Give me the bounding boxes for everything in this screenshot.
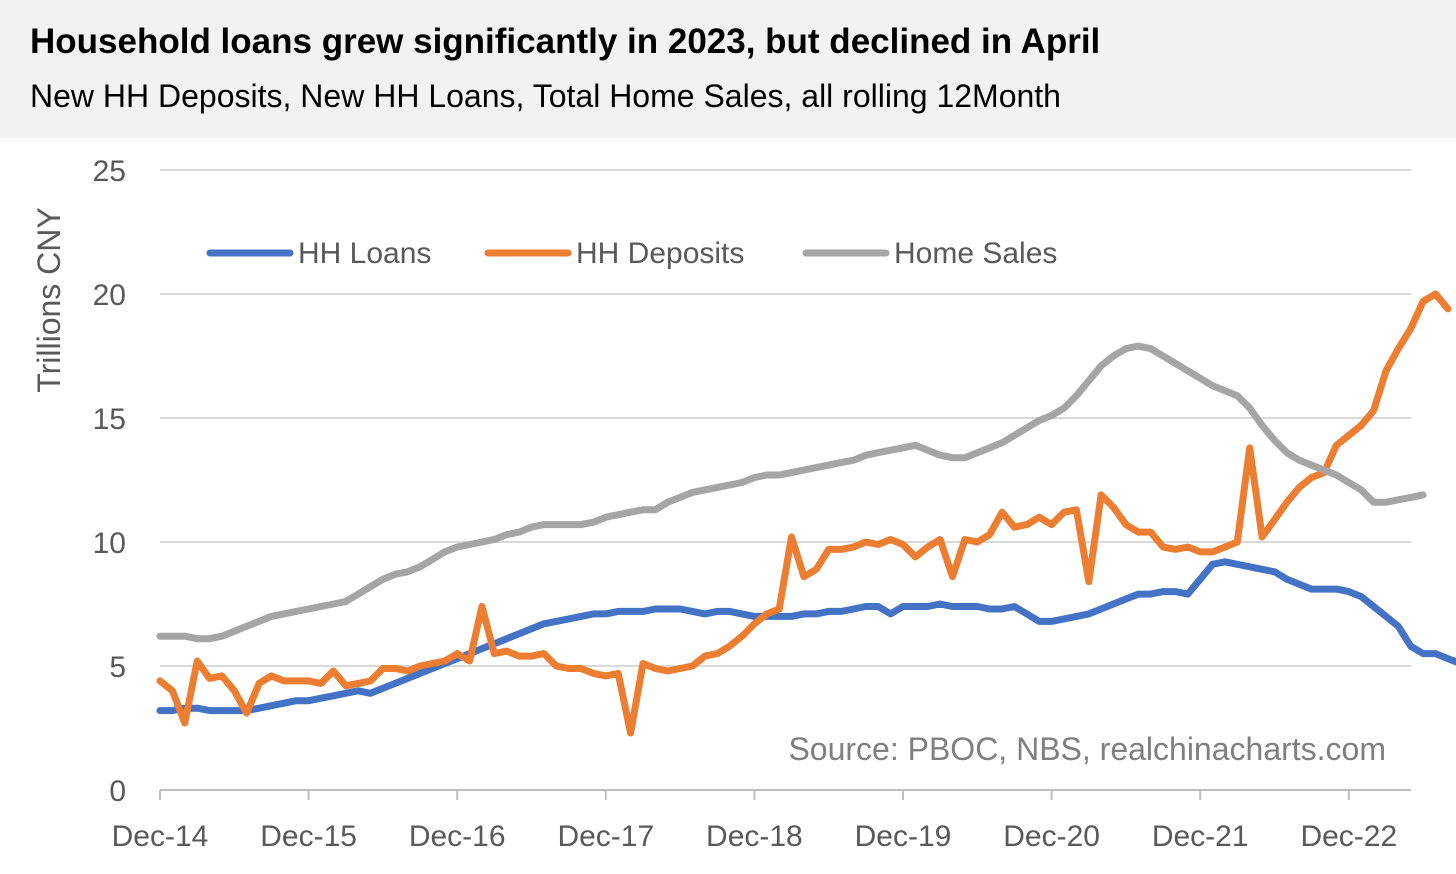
x-tick-label: Dec-22 — [1300, 820, 1397, 853]
axes: 0 5 10 15 20 25 Dec-14 Dec-15 Dec-16 Dec-17 Dec-18… — [93, 155, 1411, 853]
x-tick-label: Dec-17 — [557, 820, 654, 853]
y-tick-label: 5 — [109, 651, 126, 684]
y-tick-label: 15 — [93, 403, 126, 436]
y-axis-title: Trillions CNY — [31, 207, 67, 393]
y-tick-label: 25 — [93, 155, 126, 188]
x-tick-label: Dec-20 — [1003, 820, 1100, 853]
y-tick-label: 20 — [93, 279, 126, 312]
legend-label: Home Sales — [894, 237, 1057, 270]
series-line-home-sales — [156, 342, 1427, 643]
series-line-hh-loans — [156, 558, 1456, 715]
y-tick-label: 10 — [93, 527, 126, 560]
chart-title: Household loans grew significantly in 20… — [30, 22, 1101, 61]
legend-label: HH Deposits — [576, 237, 744, 270]
x-tick-label: Dec-18 — [706, 820, 803, 853]
chart-header: Household loans grew significantly in 20… — [0, 0, 1456, 138]
legend: HH Loans HH Deposits Home Sales — [206, 237, 1057, 270]
x-tick-label: Dec-14 — [112, 820, 209, 853]
series-lines — [156, 290, 1456, 737]
source-note: Source: PBOC, NBS, realchinacharts.com — [788, 731, 1386, 767]
gridlines — [160, 169, 1411, 667]
x-tick-label: Dec-15 — [260, 820, 357, 853]
chart-subtitle: New HH Deposits, New HH Loans, Total Hom… — [30, 78, 1061, 114]
y-tick-label: 0 — [109, 775, 126, 808]
series-line-hh-deposits — [156, 290, 1452, 737]
x-tick-label: Dec-16 — [409, 820, 506, 853]
legend-label: HH Loans — [298, 237, 431, 270]
x-tick-label: Dec-21 — [1152, 820, 1249, 853]
x-tick-label: Dec-19 — [855, 820, 952, 853]
